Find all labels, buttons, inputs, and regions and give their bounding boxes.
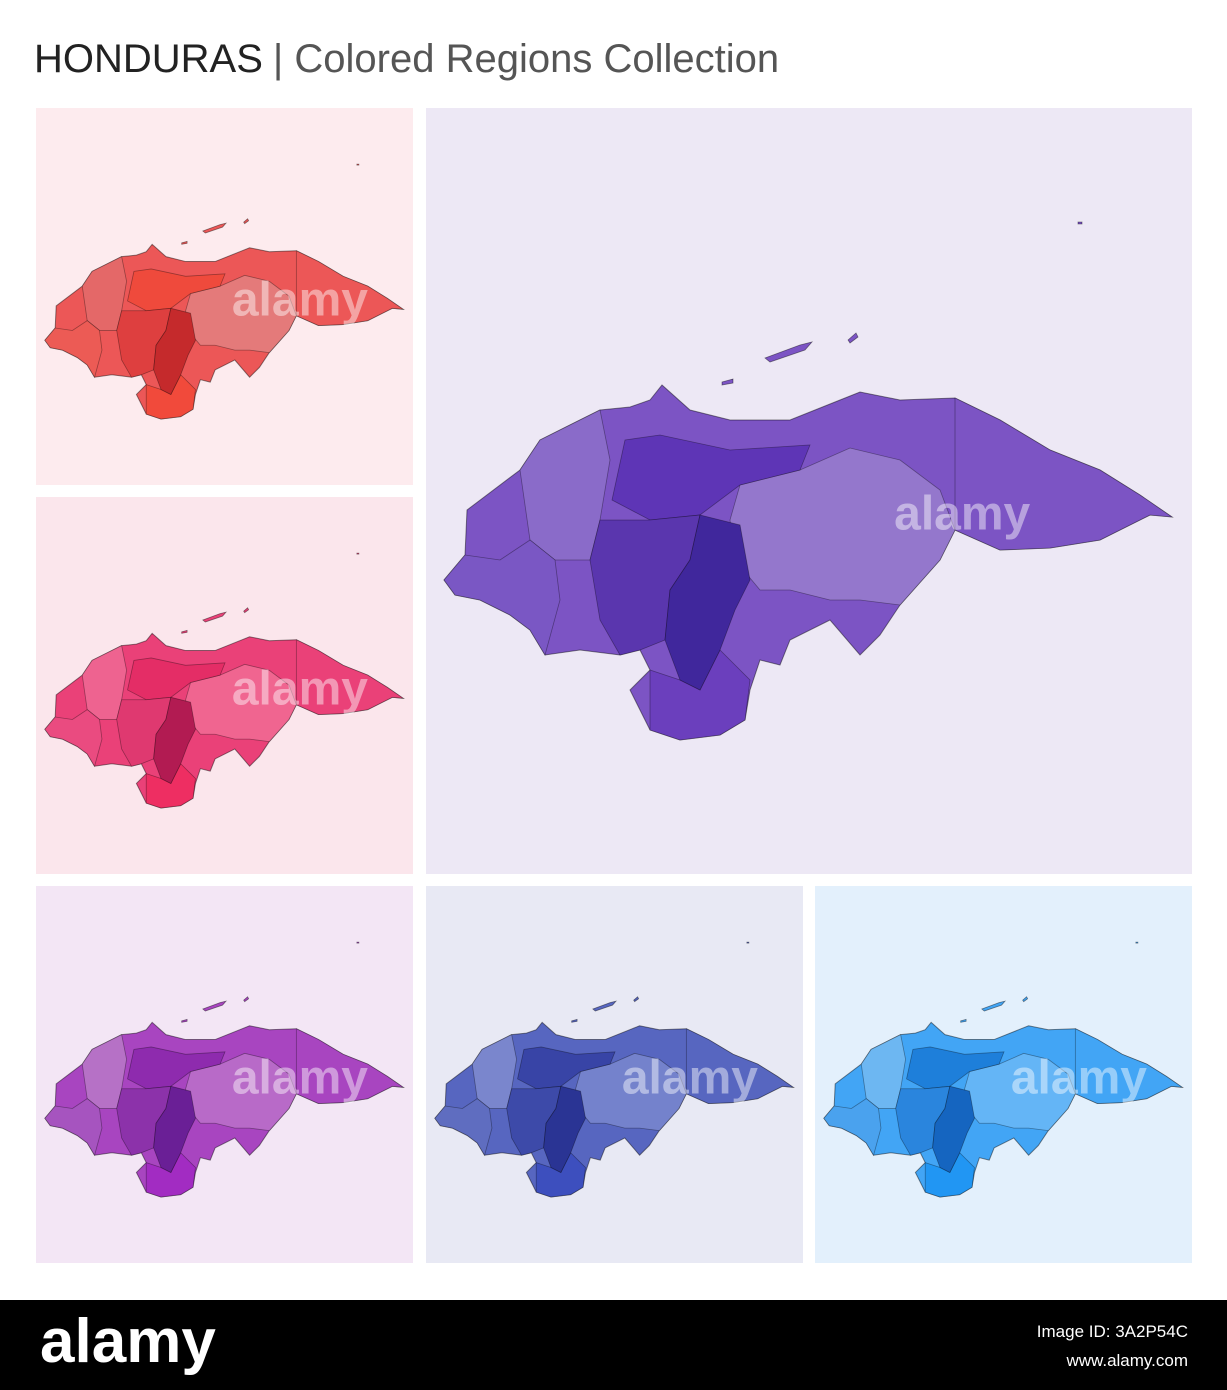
island [847,332,859,344]
island [981,1000,1007,1012]
region [44,1098,103,1157]
watermark: alamy [1011,1051,1147,1104]
country-map [44,941,406,1198]
island [356,552,360,555]
island [202,222,228,234]
country-map [44,552,406,809]
country-map [443,221,1174,741]
island [633,996,640,1003]
island [721,378,734,386]
map-panel: alamy [36,886,413,1263]
watermark: alamy [622,1051,758,1104]
region [295,639,405,715]
footer-bar [0,1300,1227,1390]
map-panels: alamy alamy alamy alamy alamy alamy [36,108,1192,1263]
title: HONDURAS | Colored Regions Collection [34,37,779,81]
region [543,1085,586,1173]
region [127,268,226,312]
region [611,434,811,521]
region [685,1028,795,1104]
watermark: alamy [232,1051,368,1104]
subtitle: | Colored Regions Collection [273,37,779,81]
island [181,629,188,634]
region [954,397,1174,551]
watermark: alamy [232,662,368,715]
footer-logo: alamy [40,1307,216,1376]
island [571,1018,578,1023]
island [1022,996,1029,1003]
region [517,1046,616,1090]
map-panel: alamy [36,497,413,874]
region [44,709,103,768]
island [764,341,814,363]
country-map [44,163,406,420]
region [1074,1028,1184,1104]
island [243,218,250,225]
island [202,611,228,623]
map-panel: alamy [36,108,413,485]
island [243,607,250,614]
region [153,696,196,784]
region [127,657,226,701]
map-panel: alamy [426,886,803,1263]
region [295,1028,405,1104]
watermark: alamy [894,487,1030,540]
region [664,514,751,691]
island [243,996,250,1003]
island [356,163,360,166]
island [181,1018,188,1023]
island [1135,941,1139,944]
region [127,1046,226,1090]
island [960,1018,967,1023]
island [592,1000,618,1012]
country-map [434,941,796,1198]
island [356,941,360,944]
island [181,240,188,245]
region [153,1085,196,1173]
map-panel: alamy [426,108,1192,874]
region [443,539,561,657]
island [746,941,750,944]
region [295,250,405,326]
region [823,1098,882,1157]
region [932,1085,975,1173]
map-panel: alamy [815,886,1192,1263]
island [1077,221,1083,225]
watermark: alamy [232,273,368,326]
country-name: HONDURAS [34,37,263,81]
site-url: www.alamy.com [1065,1351,1188,1370]
region [434,1098,493,1157]
region [906,1046,1005,1090]
region [44,320,103,379]
country-map [823,941,1185,1198]
region [153,307,196,395]
image-id: Image ID: 3A2P54C [1037,1322,1188,1341]
island [202,1000,228,1012]
